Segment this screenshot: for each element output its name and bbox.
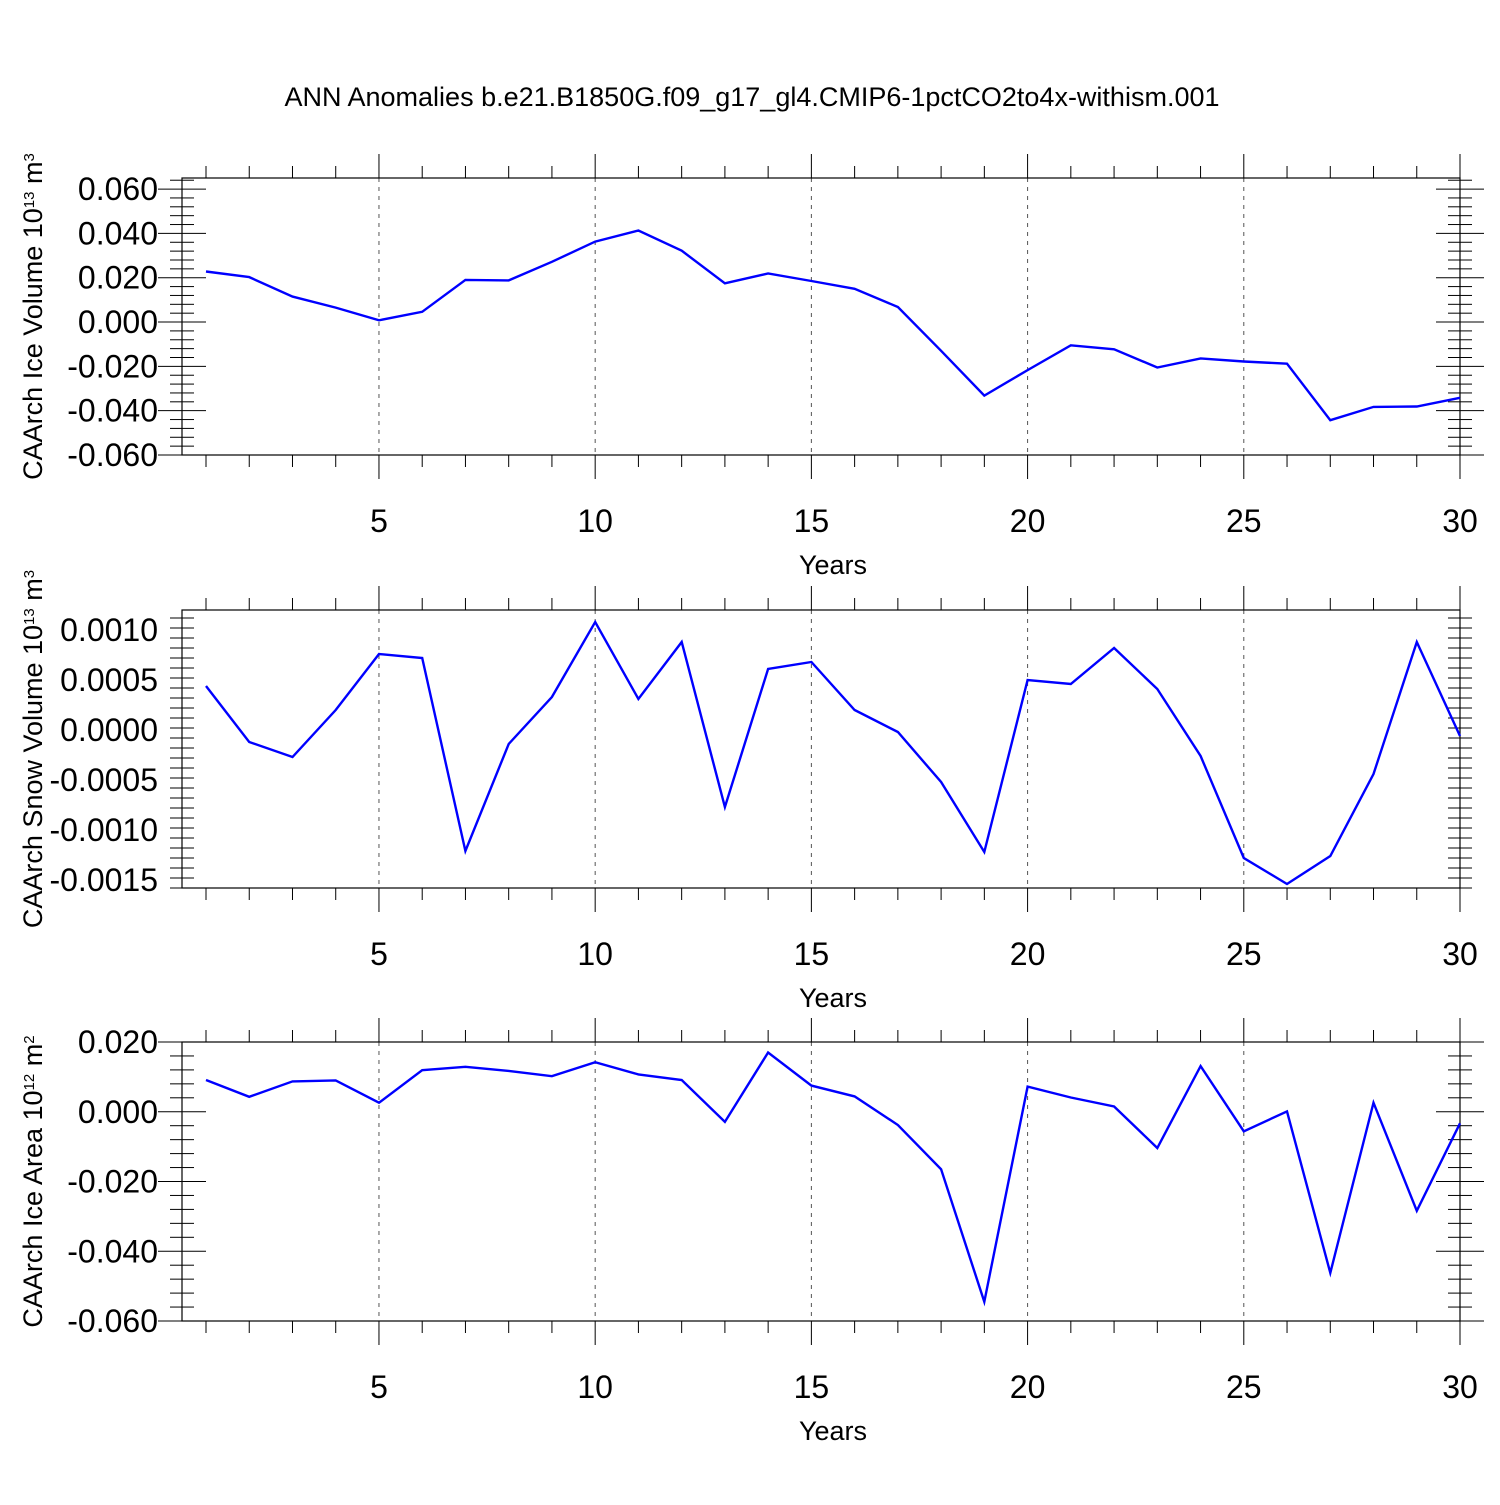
y-tick-label: -0.060 <box>67 1303 158 1339</box>
panel-1: -0.060 -0.040 -0.020 0.000 0.020 0.040 0.060 5 1… <box>18 153 1484 580</box>
x-tick-label: 5 <box>370 936 388 972</box>
x-tick-label: 5 <box>370 1369 388 1405</box>
x-tick-label: 30 <box>1442 503 1478 539</box>
x-tick-label: 10 <box>577 503 613 539</box>
y-tick-label: -0.0005 <box>49 762 158 798</box>
x-tick-label: 25 <box>1226 503 1262 539</box>
x-tick-label: 10 <box>577 1369 613 1405</box>
y-tick-label: 0.060 <box>78 171 158 207</box>
x-tick-label: 30 <box>1442 1369 1478 1405</box>
series-line <box>205 229 1461 422</box>
y-tick-label: 0.0005 <box>60 662 158 698</box>
x-axis-label: Years <box>799 550 867 580</box>
y-axis-label: CAArch Ice Area 1012 m2 <box>18 1035 48 1327</box>
y-tick-label: -0.040 <box>67 1233 158 1269</box>
y-axis-label: CAArch Snow Volume 1013 m3 <box>18 570 48 928</box>
chart-title: ANN Anomalies b.e21.B1850G.f09_g17_gl4.C… <box>284 82 1219 112</box>
x-tick-label: 10 <box>577 936 613 972</box>
plot-frame <box>181 609 1461 889</box>
y-tick-label: 0.000 <box>78 304 158 340</box>
plot-frame <box>181 1041 1461 1322</box>
y-tick-label: 0.020 <box>78 260 158 296</box>
x-tick-label: 15 <box>794 1369 830 1405</box>
plot-frame <box>181 177 1461 456</box>
y-tick-label: -0.040 <box>67 393 158 429</box>
y-tick-label: -0.020 <box>67 1164 158 1200</box>
y-tick-label: 0.000 <box>78 1094 158 1130</box>
y-tick-label: -0.0010 <box>49 812 158 848</box>
panels: -0.060 -0.040 -0.020 0.000 0.020 0.040 0.060 5 1… <box>18 153 1484 1446</box>
y-tick-label: -0.0015 <box>49 862 158 898</box>
panel-3: -0.060 -0.040 -0.020 0.000 0.020 5 10 15 20 25 30 Y… <box>18 1018 1484 1446</box>
y-tick-label: 0.020 <box>78 1024 158 1060</box>
x-tick-label: 25 <box>1226 936 1262 972</box>
y-tick-label: -0.020 <box>67 348 158 384</box>
y-tick-label: 0.0010 <box>60 612 158 648</box>
panel-2: -0.0015 -0.0010 -0.0005 0.0000 0.0005 0.0010 5… <box>18 570 1478 1013</box>
series-line <box>205 619 1462 886</box>
x-tick-label: 20 <box>1010 503 1046 539</box>
x-axis-label: Years <box>799 983 867 1013</box>
x-tick-label: 25 <box>1226 1369 1262 1405</box>
x-tick-label: 20 <box>1010 1369 1046 1405</box>
x-tick-label: 5 <box>370 503 388 539</box>
y-axis-label: CAArch Ice Volume 1013 m3 <box>18 153 48 480</box>
x-tick-label: 30 <box>1442 936 1478 972</box>
x-axis-label: Years <box>799 1416 867 1446</box>
x-tick-label: 20 <box>1010 936 1046 972</box>
y-tick-label: -0.060 <box>67 437 158 473</box>
y-tick-label: 0.0000 <box>60 712 158 748</box>
y-tick-label: 0.040 <box>78 215 158 251</box>
x-tick-label: 15 <box>794 936 830 972</box>
series-line <box>205 1050 1462 1307</box>
x-tick-label: 15 <box>794 503 830 539</box>
